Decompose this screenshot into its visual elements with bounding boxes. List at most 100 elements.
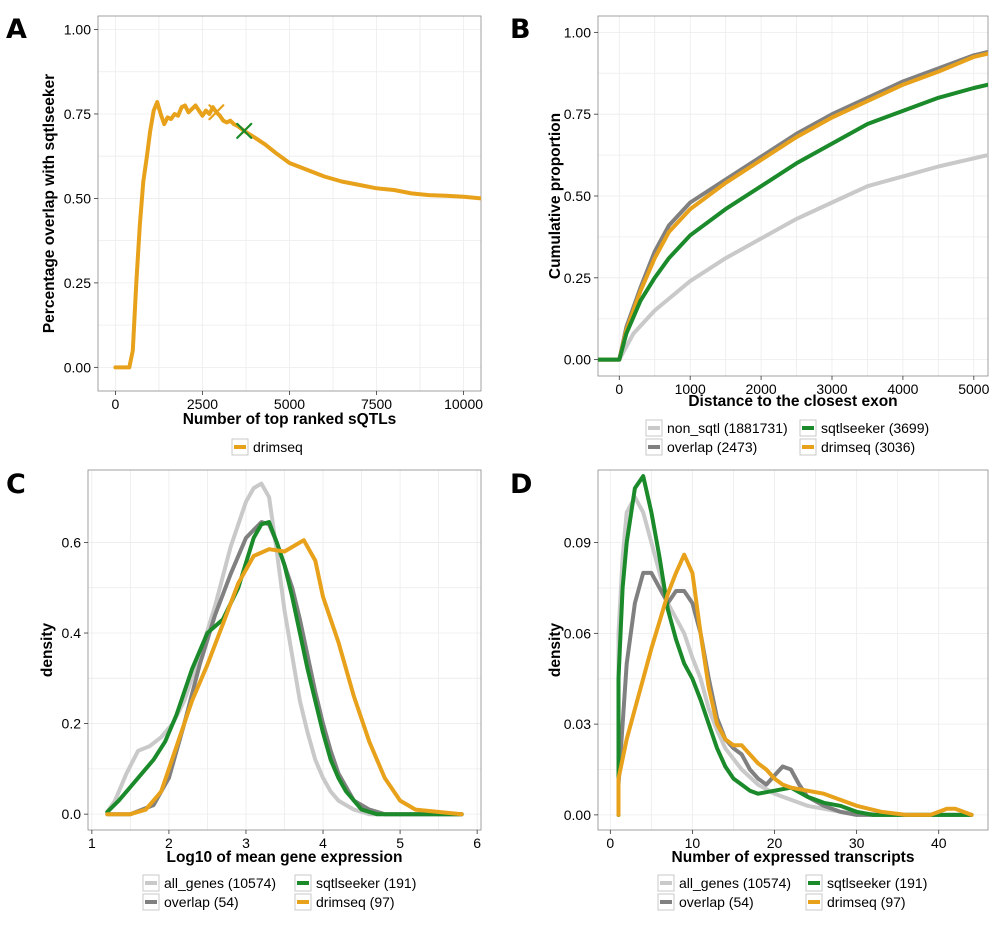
series-group (105, 481, 464, 817)
legend: drimseq (231, 438, 303, 456)
legend-label: drimseq (3036) (821, 439, 915, 455)
gridlines (598, 470, 988, 830)
x-tick-label: 3 (242, 835, 250, 851)
plot-frame (87, 469, 482, 831)
x-tick-label: 20 (767, 835, 783, 851)
series-line-overlap (598, 50, 988, 362)
legend-label: overlap (54) (164, 894, 239, 910)
legend: non_sqtl (1881731) sqtlseeker (3699) overl… (645, 419, 929, 456)
y-tick-label: 0.03 (564, 716, 591, 732)
series-group (598, 50, 988, 362)
y-tick-label: 1.00 (64, 22, 91, 38)
legend-label: drimseq (253, 439, 303, 455)
y-axis-title: density (39, 622, 56, 677)
gridlines (88, 470, 481, 830)
x-marker-sqtlseeker (236, 122, 253, 139)
y-tick-label: 0.4 (62, 625, 82, 641)
x-tick-label: 0 (615, 381, 623, 397)
x-tick-label: 2 (165, 835, 173, 851)
y-tick-label: 0.09 (564, 535, 591, 551)
series-line-all_genes (105, 481, 464, 817)
series-group (113, 100, 481, 370)
x-tick-label: 10000 (444, 396, 483, 412)
y-tick-label: 0.50 (64, 190, 91, 206)
x-tick-label: 30 (849, 835, 865, 851)
x-tick-label: 7500 (361, 396, 392, 412)
axis-ticks: 1 2 3 4 5 6 0.0 0.2 0.4 0.6 (62, 534, 482, 851)
axis-ticks: 0 2500 5000 7500 10000 0.00 0.25 0.50 0.75 1.00 (64, 22, 484, 412)
x-tick-label: 6 (473, 835, 481, 851)
y-tick-label: 1.00 (564, 24, 591, 40)
y-axis-title: density (547, 622, 564, 677)
y-tick-label: 0.6 (62, 534, 82, 550)
gridlines (98, 16, 481, 391)
series-line-all_genes (616, 495, 974, 817)
legend-label: overlap (54) (679, 894, 754, 910)
panel-a: A 0 2500 5000 7500 10000 0.00 0.25 0.50 0.75 1.00 N… (6, 14, 484, 456)
y-tick-label: 0.50 (564, 188, 591, 204)
x-axis-title: Log10 of mean gene expression (166, 849, 402, 866)
series-line-sqtlseeker (105, 520, 464, 817)
x-axis-title: Number of expressed transcripts (672, 849, 915, 866)
legend-label: all_genes (10574) (164, 875, 276, 891)
y-tick-label: 0.2 (62, 716, 82, 732)
y-axis-title: Cumulative proportion (547, 113, 564, 279)
y-axis-title: Percentage overlap with sqtlseeker (41, 74, 58, 333)
x-tick-label: 2000 (746, 381, 777, 397)
series-line-drimseq (598, 51, 988, 362)
x-marker-stroke (208, 104, 225, 121)
x-tick-label: 1 (88, 835, 96, 851)
x-tick-label: 4000 (887, 381, 918, 397)
y-tick-label: 0.25 (564, 270, 591, 286)
x-tick-label: 0 (112, 396, 120, 412)
panel-c: C 1 2 3 4 5 6 0.0 0.2 0.4 0.6 Log10 of mean gene ex… (6, 469, 482, 911)
panel-b: B 0 1000 2000 3000 4000 5000 0.00 0.25 0.50 0.75 1.… (510, 14, 990, 456)
panel-d: D 0 10 20 30 40 0.00 0.03 0.06 0.09 Number of expr… (510, 469, 989, 911)
panel-letter: C (6, 469, 26, 500)
panel-letter: D (510, 469, 532, 500)
x-tick-label: 5 (396, 835, 404, 851)
x-tick-label: 2500 (187, 396, 218, 412)
y-tick-label: 0.00 (564, 352, 591, 368)
legend-label: sqtlseeker (3699) (821, 420, 929, 436)
legend-label: drimseq (97) (316, 894, 395, 910)
y-tick-label: 0.06 (564, 625, 591, 641)
legend-label: non_sqtl (1881731) (667, 420, 788, 436)
series-line-drimseq (105, 538, 464, 817)
plot-frame (597, 469, 989, 831)
series-line-drimseq (113, 100, 481, 370)
series-line-drimseq (616, 552, 974, 817)
x-tick-label: 10 (685, 835, 701, 851)
series-line-sqtlseeker (598, 82, 988, 362)
legend-label: drimseq (97) (827, 894, 906, 910)
legend: all_genes (10574) sqtlseeker (191) overlap… (142, 874, 416, 911)
x-tick-label: 5000 (958, 381, 989, 397)
panel-letter: A (6, 14, 27, 45)
legend-label: sqtlseeker (191) (316, 875, 416, 891)
axis-ticks: 0 1000 2000 3000 4000 5000 0.00 0.25 0.50 0.75 1.0… (564, 24, 990, 397)
x-tick-label: 40 (931, 835, 947, 851)
legend-label: overlap (2473) (667, 439, 757, 455)
y-tick-label: 0.00 (64, 359, 91, 375)
y-tick-label: 0.25 (64, 275, 91, 291)
legend-label: all_genes (10574) (679, 875, 791, 891)
series-line-non_sqtl (598, 153, 988, 362)
series-line-sqtlseeker (616, 474, 974, 817)
x-marker-stroke (236, 122, 253, 139)
panel-letter: B (510, 14, 531, 45)
y-tick-label: 0.75 (564, 106, 591, 122)
x-tick-label: 3000 (816, 381, 847, 397)
x-tick-label: 4 (319, 835, 327, 851)
y-tick-label: 0.0 (62, 806, 82, 822)
x-tick-label: 0 (606, 835, 614, 851)
x-marker-drimseq (208, 104, 225, 121)
x-tick-label: 5000 (274, 396, 305, 412)
axis-ticks: 0 10 20 30 40 0.00 0.03 0.06 0.09 (564, 535, 947, 851)
x-tick-label: 1000 (675, 381, 706, 397)
y-tick-label: 0.75 (64, 106, 91, 122)
series-group (616, 474, 974, 817)
legend: all_genes (10574) sqtlseeker (191) overlap… (657, 874, 927, 911)
y-tick-label: 0.00 (564, 807, 591, 823)
x-axis-title: Distance to the closest exon (688, 393, 897, 410)
